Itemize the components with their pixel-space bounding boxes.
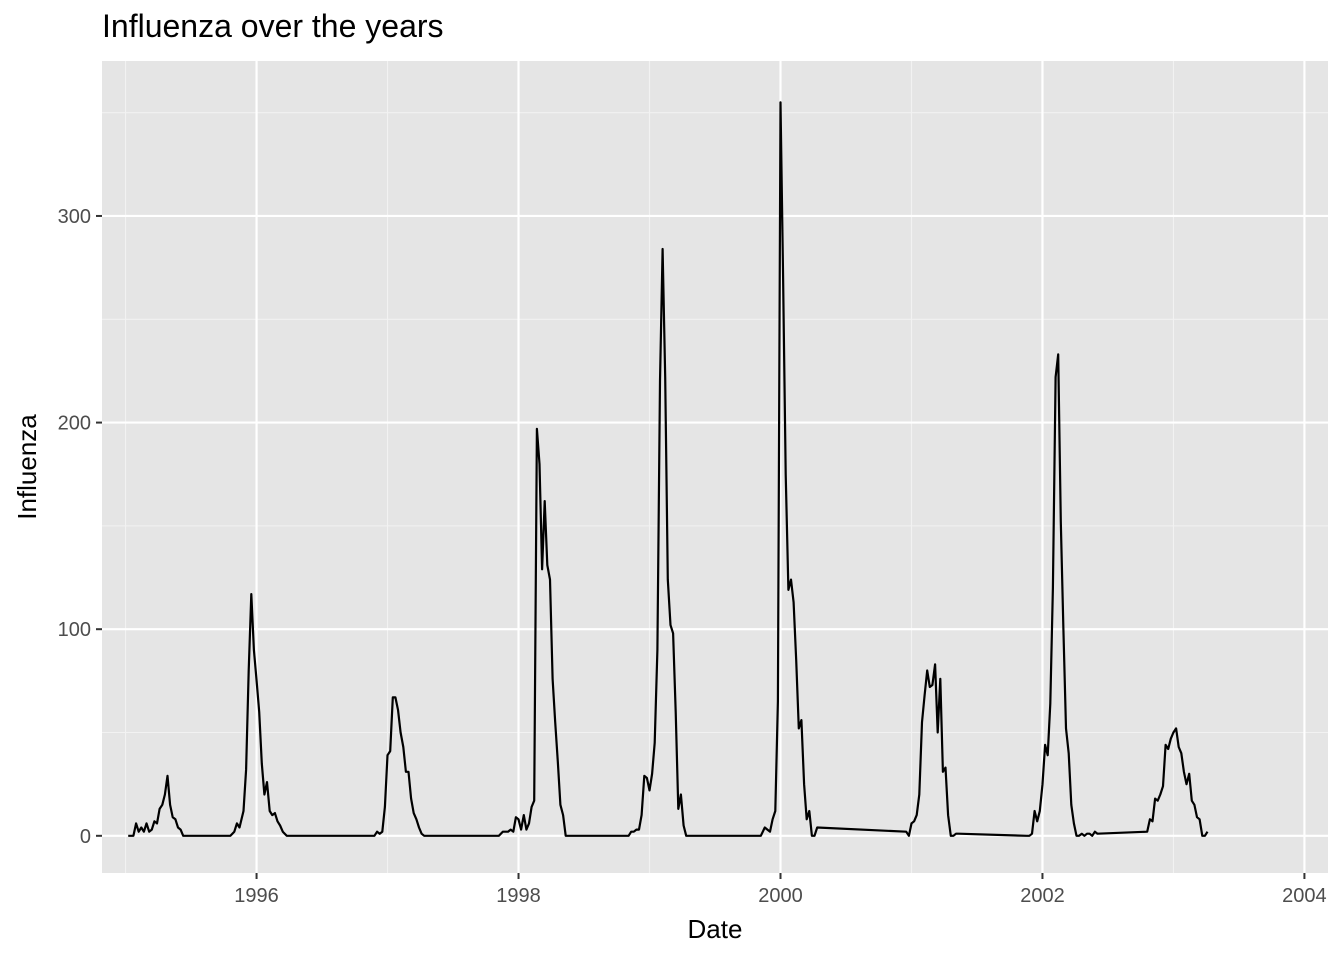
x-tick-label: 2000 <box>758 885 803 907</box>
y-tick-label: 0 <box>80 826 91 848</box>
x-tick-label: 1998 <box>496 885 541 907</box>
x-axis-title: Date <box>688 914 743 944</box>
y-axis-title: Influenza <box>12 414 42 520</box>
x-tick-labels: 1996 1998 2000 2002 2004 <box>234 885 1326 907</box>
minor-gridlines <box>102 61 1328 873</box>
y-tick-label: 200 <box>58 413 91 435</box>
chart-title: Influenza over the years <box>102 8 444 44</box>
axis-ticks <box>96 214 1306 879</box>
series-layer <box>128 101 1209 837</box>
y-tick-labels: 0 100 200 300 <box>58 206 91 848</box>
x-tick-label: 2004 <box>1282 885 1327 907</box>
plot-panel-background <box>102 61 1328 873</box>
y-tick-label: 300 <box>58 206 91 228</box>
y-tick-label: 100 <box>58 619 91 641</box>
series-line-influenza <box>128 101 1209 837</box>
x-tick-label: 2002 <box>1020 885 1065 907</box>
x-tick-label: 1996 <box>234 885 279 907</box>
